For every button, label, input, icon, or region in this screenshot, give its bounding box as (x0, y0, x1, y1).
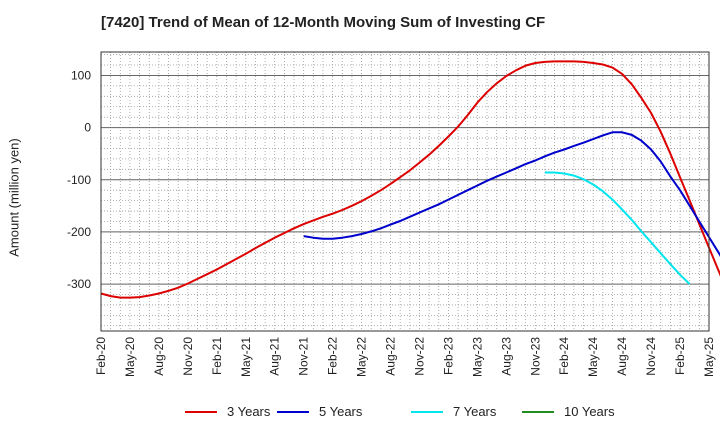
legend-label: 5 Years (319, 404, 363, 419)
x-tick-label: Aug-24 (615, 337, 629, 376)
x-tick-label: Nov-23 (528, 337, 542, 376)
y-tick-label: 100 (71, 68, 91, 82)
series-lines (100, 60, 720, 299)
y-tick-label: -100 (67, 173, 91, 187)
legend-label: 7 Years (453, 404, 497, 419)
legend-swatch (522, 410, 554, 413)
legend: 3 Years 5 Years 7 Years 10 Years (0, 404, 720, 426)
x-tick-labels: Feb-20 May-20 Aug-20 Nov-20 Feb-21 May-21 Aug-… (94, 337, 716, 377)
y-tick-label: 0 (84, 121, 91, 135)
x-tick-label: Aug-22 (384, 337, 398, 376)
x-tick-label: Aug-20 (152, 337, 166, 376)
x-tick-label: Aug-21 (268, 337, 282, 376)
x-tick-label: Feb-20 (94, 337, 108, 375)
grid-lines (101, 52, 709, 331)
x-tick-label: May-22 (355, 337, 369, 377)
series-line-3-years (100, 60, 720, 299)
x-tick-label: May-23 (470, 337, 484, 377)
legend-item-10-years: 10 Years (522, 404, 615, 419)
x-tick-label: Feb-21 (210, 337, 224, 375)
x-tick-label: Feb-24 (557, 337, 571, 375)
x-tick-label: Nov-24 (644, 337, 658, 376)
plot-frame (100, 51, 710, 332)
x-tick-label: May-25 (702, 337, 716, 377)
x-tick-label: May-24 (586, 337, 600, 377)
x-tick-label: Feb-22 (326, 337, 340, 375)
legend-item-3-years: 3 Years (185, 404, 270, 419)
x-tick-label: Nov-20 (181, 337, 195, 376)
x-tick-label: Aug-23 (499, 337, 513, 376)
x-tick-label: Nov-21 (297, 337, 311, 376)
x-tick-label: Feb-25 (673, 337, 687, 375)
legend-swatch (185, 410, 217, 413)
legend-swatch (277, 410, 309, 413)
x-tick-label: May-20 (123, 337, 137, 377)
x-tick-label: May-21 (239, 337, 253, 377)
legend-label: 3 Years (227, 404, 271, 419)
chart-title: [7420] Trend of Mean of 12-Month Moving … (101, 14, 546, 31)
chart-plot: 100 0 -100 -200 -300 Feb-20 May-20 Aug-20 Nov-2… (67, 51, 720, 377)
legend-label: 10 Years (564, 404, 615, 419)
legend-item-7-years: 7 Years (411, 404, 496, 419)
y-tick-label: -200 (67, 225, 91, 239)
x-tick-label: Feb-23 (441, 337, 455, 375)
y-tick-labels: 100 0 -100 -200 -300 (67, 68, 91, 291)
series-line-7-years (544, 171, 691, 285)
legend-item-5-years: 5 Years (277, 404, 362, 419)
series-line-5-years (303, 131, 720, 257)
y-tick-label: -300 (67, 277, 91, 291)
legend-swatch (411, 410, 443, 413)
x-tick-label: Nov-22 (412, 337, 426, 376)
